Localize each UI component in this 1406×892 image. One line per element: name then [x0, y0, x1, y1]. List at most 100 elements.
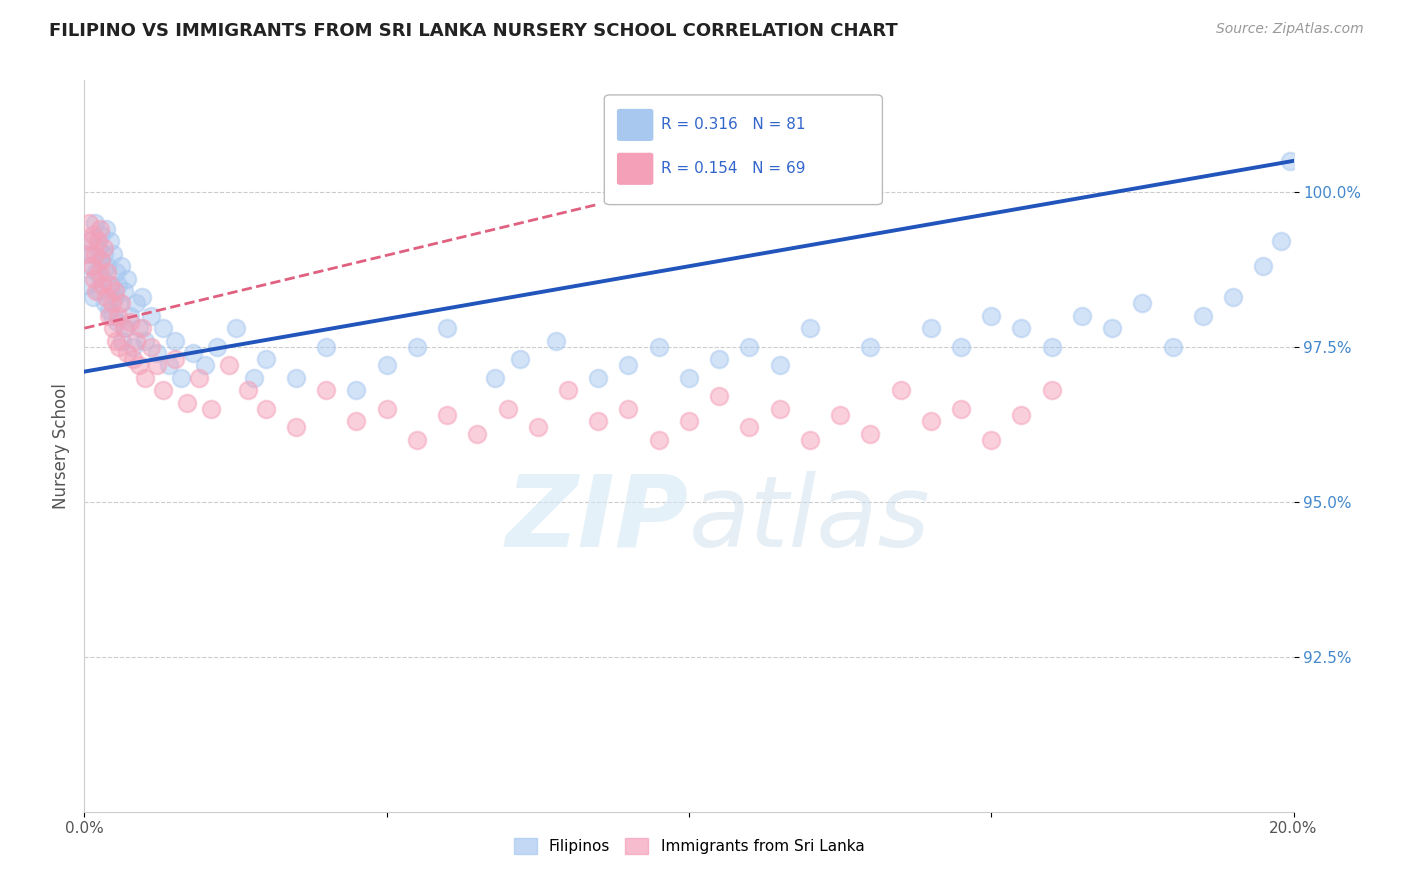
Point — [436, 321, 458, 335]
Point — [104, 290, 127, 304]
Point — [1161, 340, 1184, 354]
Point — [236, 383, 259, 397]
Point — [1132, 296, 1154, 310]
Point — [101, 309, 124, 323]
Point — [200, 401, 222, 416]
Point — [1222, 290, 1244, 304]
Point — [115, 271, 138, 285]
Point — [1040, 383, 1063, 397]
Point — [181, 346, 204, 360]
Point — [170, 371, 193, 385]
Point — [617, 401, 640, 416]
Y-axis label: Nursery School: Nursery School — [52, 383, 70, 509]
Point — [406, 340, 429, 354]
Point — [79, 259, 101, 273]
Point — [980, 433, 1002, 447]
Point — [225, 321, 247, 335]
Point — [980, 309, 1002, 323]
Point — [557, 383, 579, 397]
Point — [83, 216, 105, 230]
Point — [134, 371, 156, 385]
Point — [467, 426, 489, 441]
Point — [315, 383, 337, 397]
Point — [406, 433, 429, 447]
Point — [496, 401, 519, 416]
Point — [79, 235, 101, 249]
Point — [139, 340, 162, 354]
Point — [436, 408, 458, 422]
Point — [114, 321, 136, 335]
Point — [859, 340, 882, 354]
Point — [90, 228, 112, 243]
Point — [678, 371, 700, 385]
Point — [176, 395, 198, 409]
Point — [103, 321, 125, 335]
Point — [80, 259, 103, 273]
Point — [105, 315, 128, 329]
Point — [96, 259, 118, 273]
Point — [799, 433, 821, 447]
Point — [1279, 153, 1302, 168]
Legend: Filipinos, Immigrants from Sri Lanka: Filipinos, Immigrants from Sri Lanka — [509, 834, 869, 859]
Point — [115, 346, 138, 360]
Point — [108, 340, 131, 354]
Point — [738, 420, 761, 434]
Point — [375, 401, 398, 416]
Point — [100, 296, 122, 310]
Point — [648, 433, 671, 447]
Point — [617, 359, 640, 373]
Point — [346, 383, 368, 397]
Point — [121, 352, 143, 367]
Point — [165, 334, 187, 348]
Point — [1011, 408, 1033, 422]
Text: R = 0.316   N = 81: R = 0.316 N = 81 — [661, 118, 806, 132]
Point — [125, 296, 148, 310]
Point — [146, 346, 169, 360]
Point — [769, 401, 792, 416]
Point — [484, 371, 506, 385]
Point — [346, 414, 368, 428]
Point — [110, 259, 132, 273]
Point — [709, 389, 731, 403]
Point — [1270, 235, 1292, 249]
Point — [1011, 321, 1033, 335]
Point — [94, 296, 117, 310]
Point — [1040, 340, 1063, 354]
Point — [527, 420, 550, 434]
Point — [91, 277, 114, 292]
Text: Source: ZipAtlas.com: Source: ZipAtlas.com — [1216, 22, 1364, 37]
Point — [950, 401, 973, 416]
Point — [96, 265, 118, 279]
Point — [104, 334, 127, 348]
Point — [544, 334, 567, 348]
Point — [97, 309, 120, 323]
Point — [830, 408, 852, 422]
Point — [94, 222, 117, 236]
Point — [152, 383, 174, 397]
Point — [80, 247, 103, 261]
Point — [678, 414, 700, 428]
Point — [254, 352, 277, 367]
Point — [104, 284, 127, 298]
Point — [86, 284, 108, 298]
Point — [648, 340, 671, 354]
Point — [375, 359, 398, 373]
FancyBboxPatch shape — [605, 95, 883, 204]
Point — [165, 352, 187, 367]
Point — [139, 309, 162, 323]
Point — [112, 284, 135, 298]
Point — [152, 321, 174, 335]
Point — [107, 309, 129, 323]
Point — [157, 359, 180, 373]
Point — [128, 359, 150, 373]
Point — [859, 426, 882, 441]
Point — [87, 265, 110, 279]
Point — [242, 371, 264, 385]
Point — [98, 235, 121, 249]
Point — [87, 284, 110, 298]
Point — [98, 277, 121, 292]
Point — [920, 321, 942, 335]
Point — [84, 247, 107, 261]
Point — [285, 420, 308, 434]
Point — [131, 321, 153, 335]
